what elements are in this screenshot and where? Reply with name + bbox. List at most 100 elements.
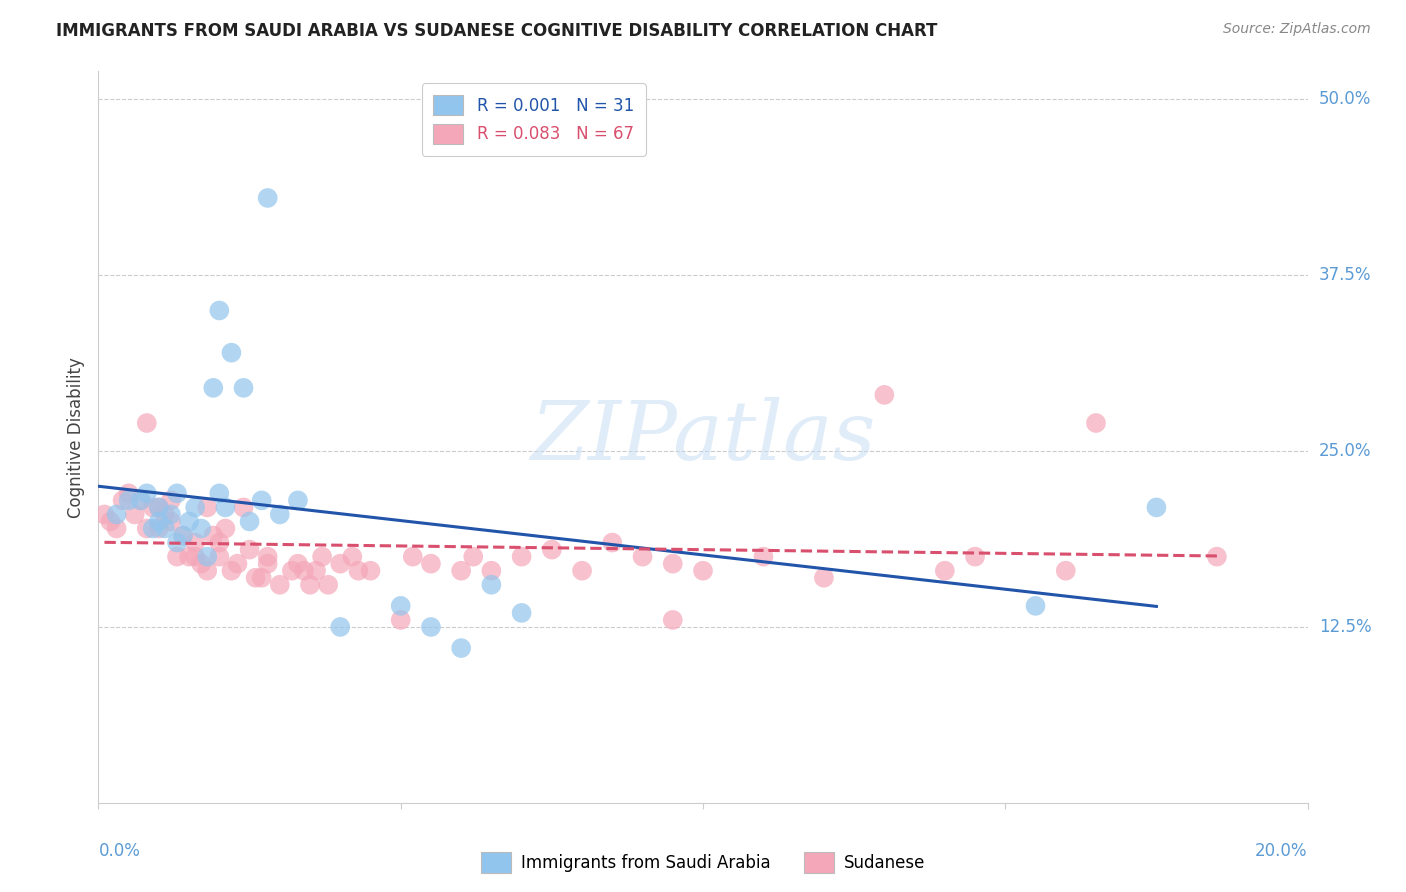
Point [148, 500, 170, 515]
Point [873, 388, 896, 402]
Point [160, 508, 183, 522]
Point [184, 500, 207, 515]
Point [135, 521, 157, 535]
Point [202, 528, 225, 542]
Point [965, 549, 987, 564]
Point [195, 564, 218, 578]
Legend: Immigrants from Saudi Arabia, Sudanese: Immigrants from Saudi Arabia, Sudanese [474, 846, 932, 880]
Point [450, 564, 472, 578]
Point [510, 549, 533, 564]
Legend: R = 0.001   N = 31, R = 0.083   N = 67: R = 0.001 N = 31, R = 0.083 N = 67 [422, 83, 645, 156]
Text: 0.0%: 0.0% [98, 842, 141, 860]
Point [245, 571, 267, 585]
Point [100, 515, 122, 529]
Point [118, 493, 141, 508]
Point [184, 549, 207, 564]
Point [153, 521, 176, 535]
Point [1024, 599, 1046, 613]
Point [105, 521, 128, 535]
Point [360, 564, 382, 578]
Point [118, 486, 141, 500]
Point [160, 493, 183, 508]
Point [166, 535, 188, 549]
Text: ZIPatlas: ZIPatlas [530, 397, 876, 477]
Point [166, 486, 188, 500]
Point [269, 578, 291, 592]
Point [389, 599, 412, 613]
Point [602, 535, 624, 549]
Point [316, 578, 339, 592]
Point [214, 521, 236, 535]
Text: 50.0%: 50.0% [1319, 90, 1371, 109]
Point [232, 381, 254, 395]
Point [250, 493, 273, 508]
Point [420, 620, 443, 634]
Point [226, 557, 249, 571]
Point [129, 493, 152, 508]
Point [93, 508, 115, 522]
Point [1085, 416, 1108, 430]
Point [184, 535, 207, 549]
Point [269, 508, 291, 522]
Point [129, 493, 152, 508]
Point [221, 345, 243, 359]
Point [239, 542, 262, 557]
Point [190, 521, 212, 535]
Point [292, 564, 315, 578]
Point [256, 557, 278, 571]
Point [135, 486, 157, 500]
Point [256, 549, 278, 564]
Point [463, 549, 485, 564]
Point [311, 549, 333, 564]
Y-axis label: Cognitive Disability: Cognitive Disability [66, 357, 84, 517]
Text: 12.5%: 12.5% [1319, 618, 1371, 636]
Point [172, 528, 194, 542]
Text: IMMIGRANTS FROM SAUDI ARABIA VS SUDANESE COGNITIVE DISABILITY CORRELATION CHART: IMMIGRANTS FROM SAUDI ARABIA VS SUDANESE… [56, 22, 938, 40]
Point [571, 564, 593, 578]
Point [287, 557, 309, 571]
Point [208, 549, 231, 564]
Point [1054, 564, 1077, 578]
Point [202, 381, 225, 395]
Point [166, 549, 188, 564]
Point [208, 486, 231, 500]
Point [135, 416, 157, 430]
Point [287, 493, 309, 508]
Point [934, 564, 956, 578]
Point [420, 557, 443, 571]
Point [179, 515, 201, 529]
Point [142, 521, 165, 535]
Point [1206, 549, 1229, 564]
Point [214, 500, 236, 515]
Point [208, 303, 231, 318]
Point [692, 564, 714, 578]
Point [281, 564, 304, 578]
Point [347, 564, 370, 578]
Point [813, 571, 835, 585]
Point [389, 613, 412, 627]
Point [148, 500, 170, 515]
Point [305, 564, 328, 578]
Point [1144, 500, 1167, 515]
Point [329, 620, 352, 634]
Point [661, 557, 683, 571]
Point [250, 571, 273, 585]
Point [661, 613, 683, 627]
Point [195, 500, 218, 515]
Point [299, 578, 322, 592]
Point [208, 535, 231, 549]
Point [190, 557, 212, 571]
Point [256, 191, 278, 205]
Point [631, 549, 654, 564]
Point [195, 549, 218, 564]
Point [153, 508, 176, 522]
Point [402, 549, 425, 564]
Point [540, 542, 562, 557]
Point [481, 578, 503, 592]
Point [510, 606, 533, 620]
Point [342, 549, 364, 564]
Text: Source: ZipAtlas.com: Source: ZipAtlas.com [1223, 22, 1371, 37]
Point [105, 508, 128, 522]
Point [329, 557, 352, 571]
Point [221, 564, 243, 578]
